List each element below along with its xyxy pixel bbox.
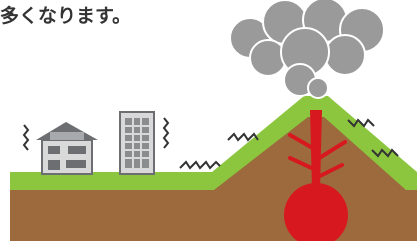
illustration: 多くなります。 (0, 0, 417, 241)
building (120, 112, 154, 174)
caption: 多くなります。 (0, 4, 131, 27)
page: 多くなります。 (0, 0, 417, 241)
house (36, 122, 98, 174)
smoke (230, 0, 384, 98)
